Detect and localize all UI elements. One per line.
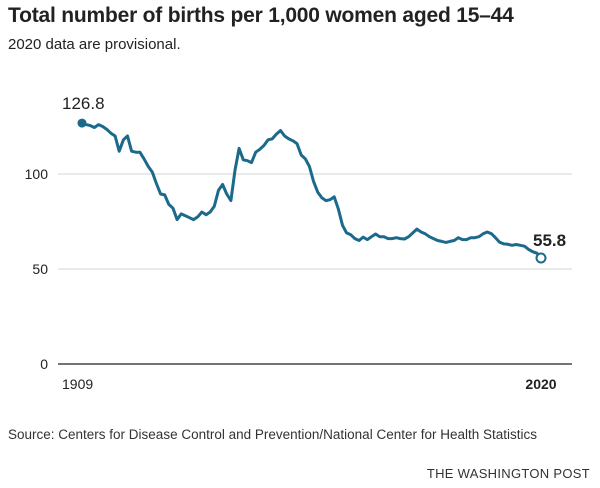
- y-tick-label-50: 50: [32, 261, 48, 277]
- start-value-label: 126.8: [62, 94, 105, 113]
- end-point-marker: [535, 252, 547, 264]
- end-value-label: 55.8: [533, 231, 566, 250]
- source-note: Source: Centers for Disease Control and …: [8, 427, 538, 442]
- births-line-chart: 0 50 100 1909 2020 126.8 55.8: [25, 94, 572, 392]
- chart-title: Total number of births per 1,000 women a…: [8, 4, 514, 27]
- start-point-marker: [77, 118, 87, 128]
- x-tick-label-start: 1909: [62, 376, 93, 392]
- chart-subtitle: 2020 data are provisional.: [8, 36, 181, 53]
- publisher-credit: THE WASHINGTON POST: [426, 466, 590, 481]
- x-tick-label-end: 2020: [525, 376, 556, 392]
- y-tick-label-100: 100: [25, 166, 49, 182]
- births-series-line: [80, 121, 543, 260]
- y-tick-label-0: 0: [40, 356, 48, 372]
